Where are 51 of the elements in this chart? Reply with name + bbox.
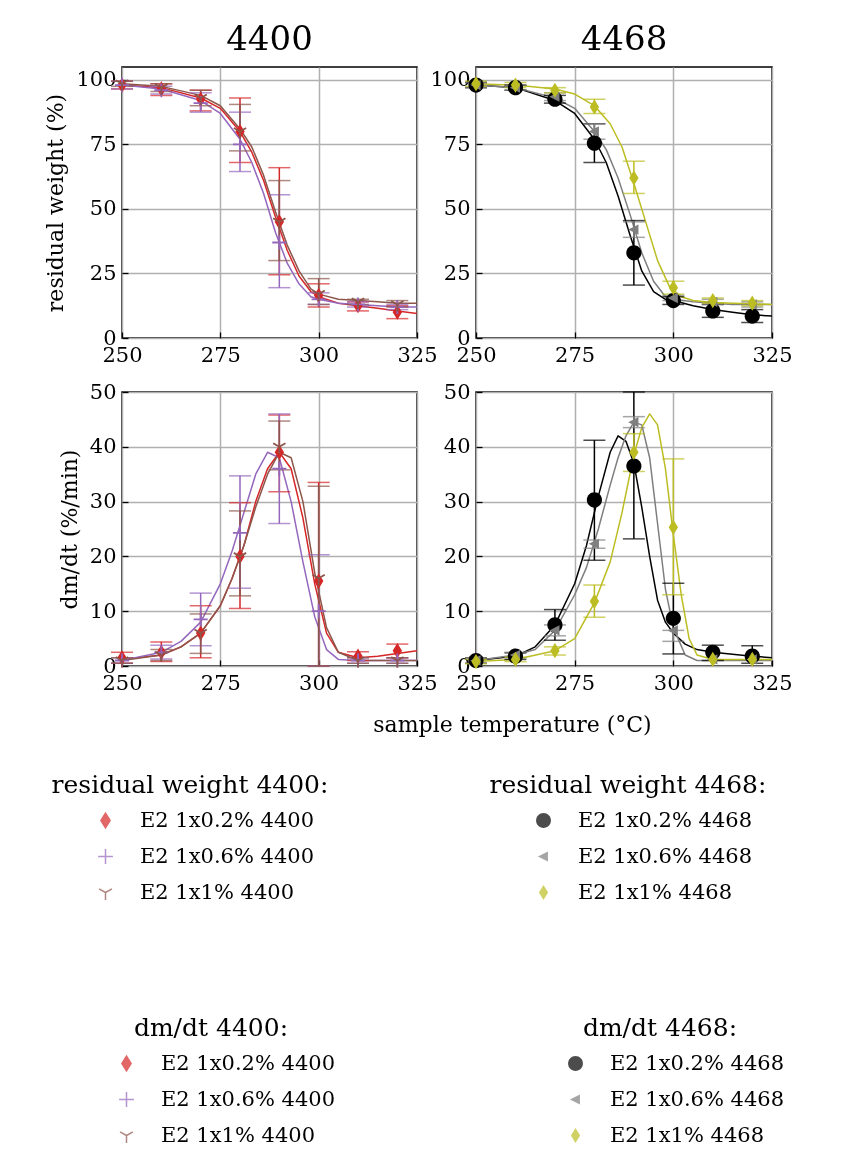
y-tick-label: 40 — [89, 434, 117, 459]
y-tick-label: 10 — [443, 598, 471, 623]
y-tick-label: 25 — [443, 260, 471, 285]
legend-label: E2 1x0.2% 4468 — [578, 807, 753, 832]
legend-label: E2 1x1% 4468 — [610, 1122, 765, 1147]
y-tick-label: 20 — [443, 543, 471, 568]
legend-title: dm/dt 4468: — [582, 1013, 738, 1042]
x-tick-label: 325 — [397, 670, 438, 695]
y-tick-label: 30 — [89, 489, 117, 514]
legend-label: E2 1x0.6% 4468 — [578, 843, 753, 868]
y-tick-label: 40 — [443, 434, 471, 459]
y-tick-label: 10 — [89, 598, 117, 623]
x-tick-label: 275 — [200, 342, 241, 367]
legend-label: E2 1x0.6% 4400 — [140, 843, 315, 868]
x-tick-label: 300 — [653, 670, 694, 695]
y-tick-label: 100 — [430, 67, 471, 92]
y-tick-label: 75 — [443, 131, 471, 156]
legend-label: E2 1x0.2% 4400 — [161, 1050, 336, 1075]
legend-label: E2 1x1% 4400 — [140, 879, 295, 904]
legend-title: dm/dt 4400: — [133, 1013, 289, 1042]
legend-title: residual weight 4468: — [489, 770, 767, 799]
legend-title: residual weight 4400: — [51, 770, 329, 799]
y-tick-label: 50 — [443, 196, 471, 221]
legend-label: E2 1x0.2% 4400 — [140, 807, 315, 832]
y-tick-label: 50 — [89, 379, 117, 404]
x-tick-label: 300 — [653, 342, 694, 367]
legend-label: E2 1x0.6% 4468 — [610, 1086, 785, 1111]
chart-title: 4468 — [580, 18, 668, 58]
x-tick-label: 325 — [752, 670, 793, 695]
x-tick-label: 275 — [200, 670, 241, 695]
y-tick-label: 75 — [89, 131, 117, 156]
legend-label: E2 1x1% 4400 — [161, 1122, 316, 1147]
y-tick-label: 30 — [443, 489, 471, 514]
y-tick-label: 20 — [89, 543, 117, 568]
x-tick-label: 325 — [752, 342, 793, 367]
legend-label: E2 1x0.2% 4468 — [610, 1050, 785, 1075]
y-tick-label: 50 — [89, 196, 117, 221]
y-axis-title: residual weight (%) — [43, 93, 69, 313]
y-tick-label: 100 — [76, 67, 117, 92]
legend-label: E2 1x1% 4468 — [578, 879, 733, 904]
y-tick-label: 50 — [443, 379, 471, 404]
x-tick-label: 275 — [555, 670, 596, 695]
x-tick-label: 300 — [299, 342, 340, 367]
y-tick-label: 25 — [89, 260, 117, 285]
x-tick-label: 300 — [299, 670, 340, 695]
x-tick-label: 275 — [555, 342, 596, 367]
y-axis-title: dm/dt (%/min) — [56, 449, 82, 610]
chart-title: 4400 — [226, 18, 313, 58]
legend-label: E2 1x0.6% 4400 — [161, 1086, 336, 1111]
x-tick-label: 325 — [397, 342, 438, 367]
x-axis-title: sample temperature (°C) — [373, 711, 652, 737]
